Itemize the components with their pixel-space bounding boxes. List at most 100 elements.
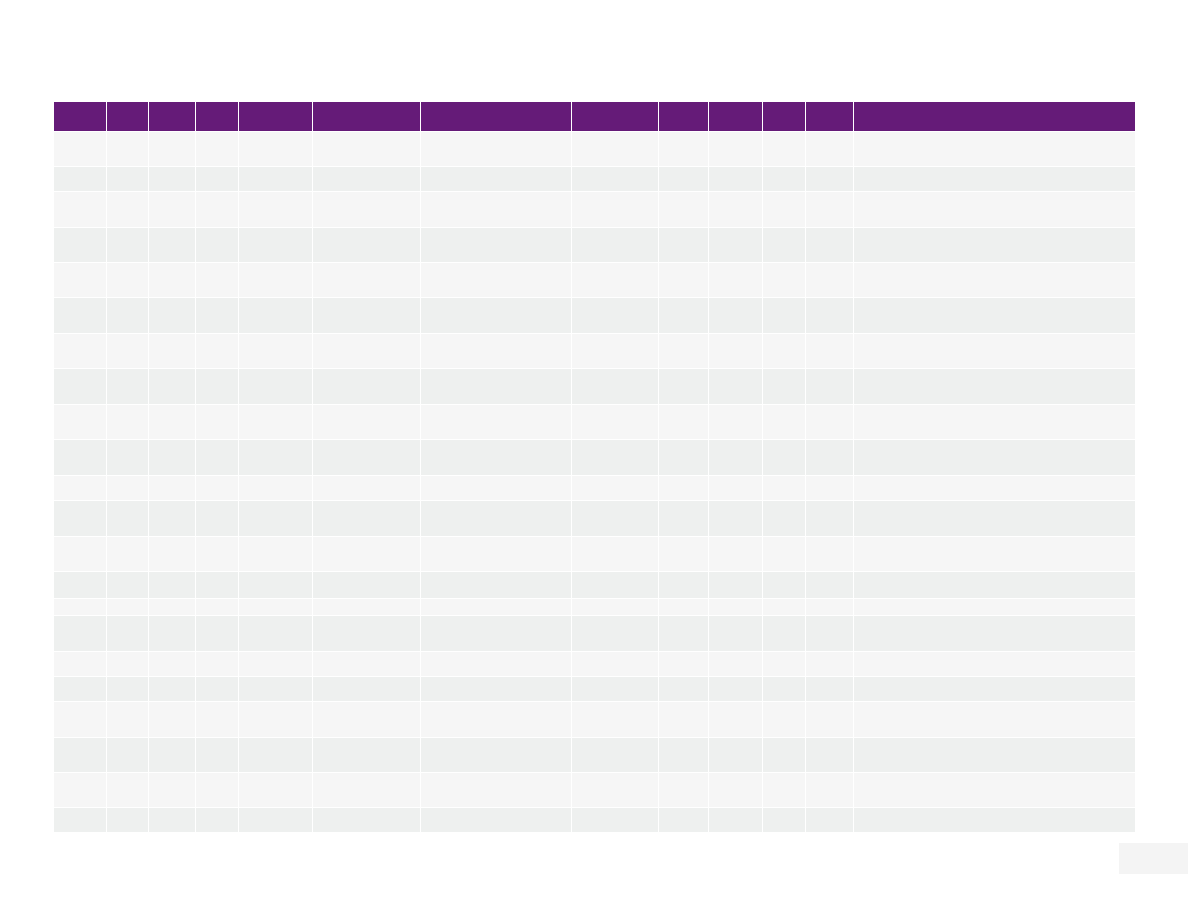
table-cell bbox=[763, 500, 806, 536]
table-cell bbox=[149, 772, 196, 807]
column-header[interactable] bbox=[854, 102, 1135, 131]
table-cell bbox=[313, 571, 421, 598]
column-header[interactable] bbox=[806, 102, 854, 131]
column-header[interactable] bbox=[659, 102, 709, 131]
table-row bbox=[54, 191, 1135, 227]
table-cell bbox=[239, 615, 313, 651]
column-header[interactable] bbox=[709, 102, 763, 131]
table-cell bbox=[806, 227, 854, 262]
table-cell bbox=[54, 615, 107, 651]
table-cell bbox=[763, 536, 806, 571]
table-cell bbox=[196, 676, 239, 701]
table-cell bbox=[806, 737, 854, 772]
table-cell bbox=[239, 807, 313, 832]
table-cell bbox=[659, 615, 709, 651]
table-row bbox=[54, 807, 1135, 832]
table-cell bbox=[709, 807, 763, 832]
table-cell bbox=[196, 500, 239, 536]
table-cell bbox=[239, 131, 313, 166]
table-cell bbox=[659, 191, 709, 227]
table-cell bbox=[421, 807, 572, 832]
table-cell bbox=[196, 368, 239, 404]
table-cell bbox=[149, 536, 196, 571]
table-cell bbox=[54, 333, 107, 368]
table-cell bbox=[572, 676, 659, 701]
table-cell bbox=[313, 333, 421, 368]
table-cell bbox=[421, 439, 572, 475]
column-header[interactable] bbox=[196, 102, 239, 131]
table-cell bbox=[149, 191, 196, 227]
table-cell bbox=[806, 500, 854, 536]
table-cell bbox=[107, 807, 149, 832]
table-cell bbox=[806, 262, 854, 297]
table-cell bbox=[572, 500, 659, 536]
table-row bbox=[54, 368, 1135, 404]
column-header[interactable] bbox=[54, 102, 107, 131]
table-cell bbox=[806, 404, 854, 439]
table-cell bbox=[659, 807, 709, 832]
table-cell bbox=[107, 368, 149, 404]
table-cell bbox=[313, 737, 421, 772]
table-cell bbox=[421, 166, 572, 191]
table-cell bbox=[659, 598, 709, 615]
table-cell bbox=[313, 131, 421, 166]
column-header[interactable] bbox=[239, 102, 313, 131]
table-cell bbox=[659, 676, 709, 701]
table-cell bbox=[806, 333, 854, 368]
table-cell bbox=[659, 333, 709, 368]
column-header[interactable] bbox=[149, 102, 196, 131]
column-header[interactable] bbox=[421, 102, 572, 131]
table-cell bbox=[149, 598, 196, 615]
table-cell bbox=[659, 404, 709, 439]
table-cell bbox=[659, 439, 709, 475]
table-cell bbox=[421, 772, 572, 807]
table-cell bbox=[107, 615, 149, 651]
column-header[interactable] bbox=[107, 102, 149, 131]
table-cell bbox=[196, 262, 239, 297]
table-cell bbox=[709, 571, 763, 598]
table-cell bbox=[709, 475, 763, 500]
table-cell bbox=[149, 404, 196, 439]
table-row bbox=[54, 571, 1135, 598]
table-cell bbox=[421, 333, 572, 368]
column-header[interactable] bbox=[313, 102, 421, 131]
table-cell bbox=[659, 737, 709, 772]
table-cell bbox=[107, 701, 149, 737]
table-cell bbox=[806, 651, 854, 676]
table-cell bbox=[421, 368, 572, 404]
table-cell bbox=[239, 772, 313, 807]
table-cell bbox=[149, 475, 196, 500]
table-cell bbox=[806, 807, 854, 832]
table-cell bbox=[763, 131, 806, 166]
data-table bbox=[54, 102, 1135, 832]
table-cell bbox=[659, 297, 709, 333]
table-cell bbox=[709, 439, 763, 475]
table-cell bbox=[313, 807, 421, 832]
table-cell bbox=[709, 701, 763, 737]
table-cell bbox=[854, 598, 1135, 615]
table-cell bbox=[54, 368, 107, 404]
table-cell bbox=[806, 598, 854, 615]
table-cell bbox=[806, 615, 854, 651]
table-cell bbox=[659, 475, 709, 500]
table-cell bbox=[196, 404, 239, 439]
table-cell bbox=[659, 166, 709, 191]
table-cell bbox=[107, 404, 149, 439]
table-cell bbox=[421, 615, 572, 651]
table-cell bbox=[107, 227, 149, 262]
table-cell bbox=[572, 807, 659, 832]
table-cell bbox=[149, 166, 196, 191]
table-cell bbox=[763, 807, 806, 832]
table-cell bbox=[709, 227, 763, 262]
table-cell bbox=[763, 191, 806, 227]
table-cell bbox=[239, 651, 313, 676]
table-cell bbox=[313, 262, 421, 297]
column-header[interactable] bbox=[763, 102, 806, 131]
table-cell bbox=[709, 737, 763, 772]
column-header[interactable] bbox=[572, 102, 659, 131]
table-cell bbox=[54, 475, 107, 500]
table-cell bbox=[196, 615, 239, 651]
table-cell bbox=[421, 131, 572, 166]
table-cell bbox=[806, 368, 854, 404]
table-cell bbox=[659, 131, 709, 166]
